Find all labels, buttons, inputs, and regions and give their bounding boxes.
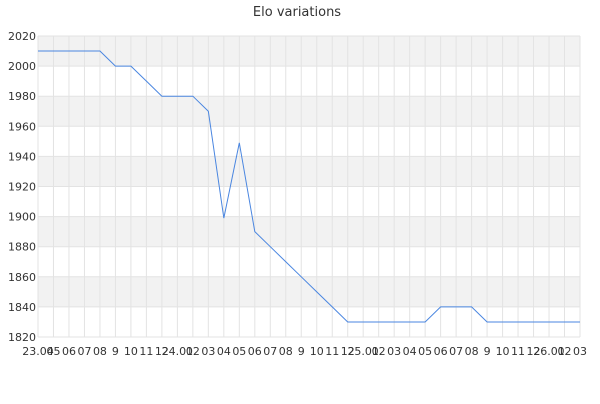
y-tick-label: 1920 [8, 181, 36, 194]
x-tick-label: 02 [558, 345, 572, 358]
y-tick-label: 1820 [8, 331, 36, 344]
x-tick-label: 11 [511, 345, 525, 358]
x-tick-label: 24.01 [162, 345, 194, 358]
x-tick-label: 10 [124, 345, 138, 358]
series-layer [38, 50, 580, 323]
y-tick-label: 1860 [8, 271, 36, 284]
background-band [38, 216, 580, 247]
x-tick-label: 05 [46, 345, 60, 358]
x-tick-label: 06 [434, 345, 448, 358]
y-tick-label: 1940 [8, 150, 36, 163]
x-tick-label: 12 [341, 345, 355, 358]
x-tick-label: 23.04 [22, 345, 54, 358]
x-tick-label: 07 [77, 345, 91, 358]
x-tick-label: 04 [217, 345, 231, 358]
x-tick-label: 05 [232, 345, 246, 358]
x-tick-label: 04 [403, 345, 417, 358]
x-tick-label: 11 [325, 345, 339, 358]
x-tick-label: 9 [298, 345, 305, 358]
background-band [38, 156, 580, 187]
series-line [38, 50, 580, 323]
x-tick-label: 05 [418, 345, 432, 358]
y-tick-label: 1840 [8, 301, 36, 314]
chart-title: Elo variations [253, 5, 341, 20]
y-tick-label: 1900 [8, 211, 36, 224]
x-tick-label: 26.01 [533, 345, 565, 358]
x-tick-label: 02 [186, 345, 200, 358]
y-tick-label: 1980 [8, 90, 36, 103]
x-tick-label: 12 [155, 345, 169, 358]
x-tick-label: 10 [496, 345, 510, 358]
x-tick-label: 02 [372, 345, 386, 358]
x-tick-label: 08 [465, 345, 479, 358]
x-tick-label: 03 [573, 345, 587, 358]
x-tick-label: 03 [201, 345, 215, 358]
x-tick-label: 07 [263, 345, 277, 358]
x-tick-label: 08 [279, 345, 293, 358]
x-tick-label: 10 [310, 345, 324, 358]
x-tick-label: 07 [449, 345, 463, 358]
x-tick-label: 06 [248, 345, 262, 358]
y-tick-label: 1880 [8, 241, 36, 254]
background-band [38, 96, 580, 127]
x-tick-label: 12 [527, 345, 541, 358]
x-tick-label: 25.01 [347, 345, 379, 358]
y-tick-label: 2020 [8, 30, 36, 43]
x-tick-label: 9 [112, 345, 119, 358]
y-tick-label: 1960 [8, 120, 36, 133]
x-tick-label: 9 [484, 345, 491, 358]
x-tick-label: 08 [93, 345, 107, 358]
y-tick-label: 2000 [8, 60, 36, 73]
x-tick-label: 03 [387, 345, 401, 358]
y-axis-tick-labels: 1820 1840 1860 1880 1900 1920 1940 1960 1980 2000… [8, 30, 36, 344]
x-tick-label: 06 [62, 345, 76, 358]
background-bands [38, 36, 580, 307]
x-tick-label: 11 [139, 345, 153, 358]
background-band [38, 276, 580, 307]
background-band [38, 36, 580, 67]
